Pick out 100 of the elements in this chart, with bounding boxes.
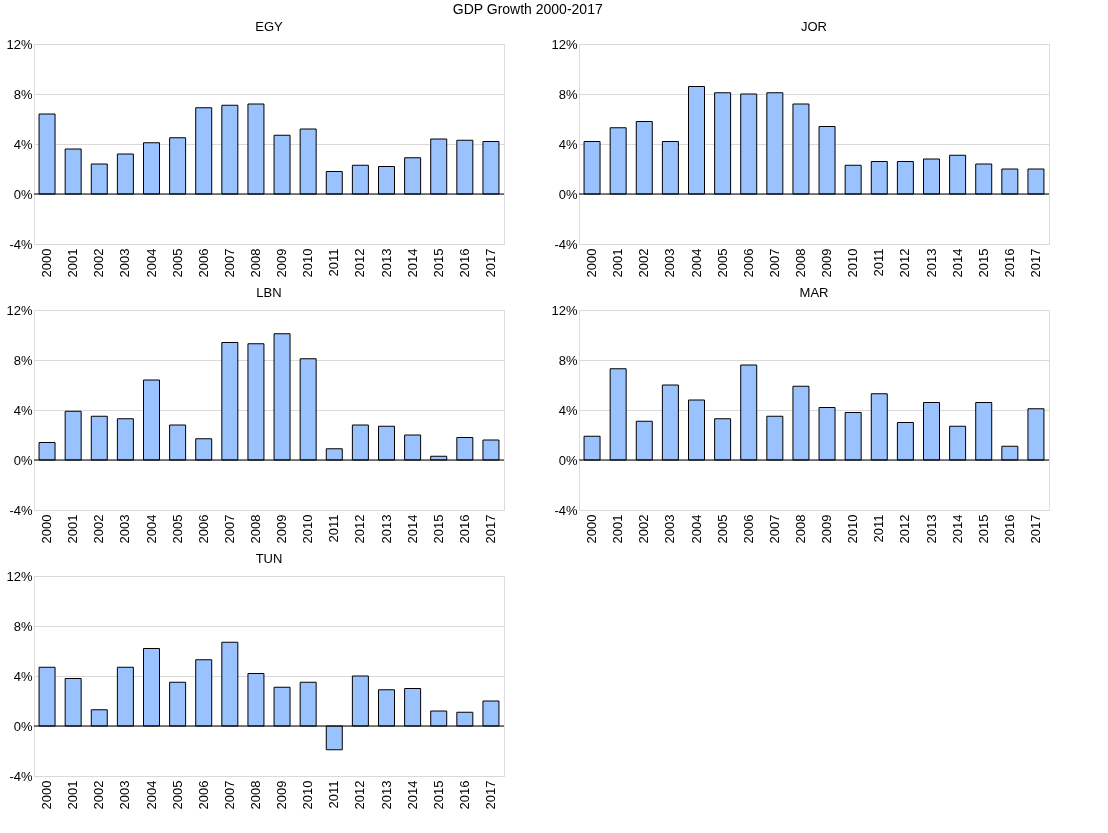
x-tick-label: 2000 — [39, 514, 55, 544]
y-tick-label: 12% — [551, 36, 578, 52]
x-tick-label: 2006 — [195, 780, 211, 810]
y-tick-label: 0% — [558, 452, 578, 468]
y-tick-label: -4% — [9, 502, 33, 518]
x-tick-label: 2003 — [662, 514, 678, 544]
x-tick-label: 2008 — [792, 514, 808, 544]
x-tick-label: 2012 — [352, 780, 368, 810]
x-tick-label: 2004 — [688, 514, 704, 544]
x-tick-label: 2004 — [143, 514, 159, 544]
x-tick-label: 2016 — [1001, 514, 1017, 544]
y-tick-label: 8% — [558, 352, 578, 368]
x-tick-label: 2017 — [1027, 514, 1043, 544]
x-tick-label: 2011 — [326, 780, 342, 809]
x-tick-label: 2007 — [221, 514, 237, 544]
x-tick-label: 2015 — [430, 514, 446, 544]
y-tick-label: 8% — [558, 86, 578, 102]
x-tick-label: 2017 — [1027, 248, 1043, 278]
y-tick-label: 0% — [558, 186, 578, 202]
text: GDP Growth 2000-2017 — [452, 0, 603, 17]
y-tick-label: 12% — [6, 36, 33, 52]
y-tick-label: -4% — [9, 236, 33, 252]
x-tick-label: 2016 — [1001, 248, 1017, 278]
y-tick-label: 4% — [13, 668, 33, 684]
x-tick-label: 2009 — [819, 514, 835, 544]
x-tick-label: 2007 — [766, 248, 782, 278]
x-tick-label: 2014 — [404, 780, 420, 810]
x-tick-label: 2002 — [636, 514, 652, 544]
x-tick-label: 2003 — [662, 248, 678, 278]
x-tick-label: 2010 — [845, 248, 861, 278]
y-tick-label: 0% — [13, 186, 33, 202]
x-tick-label: 2012 — [897, 248, 913, 278]
x-tick-label: 2009 — [274, 248, 290, 278]
x-tick-label: 2001 — [65, 248, 81, 278]
x-tick-label: 2006 — [195, 248, 211, 278]
x-tick-label: 2008 — [247, 248, 263, 278]
x-tick-label: 2008 — [792, 248, 808, 278]
x-tick-label: 2011 — [326, 248, 342, 277]
x-tick-label: 2017 — [482, 248, 498, 278]
x-tick-label: 2011 — [871, 248, 887, 277]
x-tick-label: 2017 — [482, 780, 498, 810]
x-tick-label: 2005 — [169, 514, 185, 544]
x-tick-label: 2003 — [117, 514, 133, 544]
x-tick-label: 2011 — [871, 514, 887, 543]
x-tick-label: 2002 — [91, 514, 107, 544]
x-tick-label: 2001 — [610, 248, 626, 278]
x-tick-label: 2000 — [39, 248, 55, 278]
x-tick-label: 2010 — [845, 514, 861, 544]
x-tick-label: 2013 — [378, 248, 394, 278]
y-tick-label: 12% — [6, 568, 33, 584]
x-tick-label: 2005 — [714, 248, 730, 278]
x-tick-label: 2002 — [636, 248, 652, 278]
x-tick-label: 2015 — [430, 248, 446, 278]
y-tick-label: 8% — [13, 86, 33, 102]
x-tick-label: 2013 — [378, 514, 394, 544]
y-tick-label: 12% — [551, 302, 578, 318]
x-tick-label: 2012 — [352, 514, 368, 544]
x-tick-label: 2013 — [378, 780, 394, 810]
x-tick-label: 2006 — [740, 514, 756, 544]
y-tick-label: 4% — [558, 402, 578, 418]
x-tick-label: 2011 — [326, 514, 342, 543]
x-tick-label: 2004 — [143, 780, 159, 810]
y-tick-label: 8% — [13, 352, 33, 368]
x-tick-label: 2005 — [169, 248, 185, 278]
x-tick-label: 2014 — [949, 514, 965, 544]
x-tick-label: 2013 — [923, 248, 939, 278]
x-tick-label: 2010 — [300, 514, 316, 544]
y-tick-label: 4% — [558, 136, 578, 152]
x-tick-label: 2017 — [482, 514, 498, 544]
x-tick-label: 2009 — [274, 780, 290, 810]
x-tick-label: 2001 — [610, 514, 626, 544]
chart-title: EGY — [255, 19, 284, 34]
x-tick-label: 2007 — [221, 780, 237, 810]
x-tick-label: 2003 — [117, 780, 133, 810]
x-tick-label: 2014 — [404, 248, 420, 278]
y-tick-label: -4% — [554, 236, 578, 252]
x-tick-label: 2009 — [819, 248, 835, 278]
chart-title: TUN — [255, 551, 283, 566]
x-tick-label: 2014 — [949, 248, 965, 278]
x-tick-label: 2006 — [195, 514, 211, 544]
x-tick-label: 2015 — [430, 780, 446, 810]
y-tick-label: 8% — [13, 618, 33, 634]
x-tick-label: 2001 — [65, 514, 81, 544]
chart-title: MAR — [799, 285, 829, 300]
x-tick-label: 2004 — [688, 248, 704, 278]
y-tick-label: 0% — [13, 718, 33, 734]
x-tick-label: 2003 — [117, 248, 133, 278]
y-tick-label: -4% — [9, 768, 33, 784]
x-tick-label: 2006 — [740, 248, 756, 278]
chart-title: JOR — [801, 19, 827, 34]
x-tick-label: 2008 — [247, 780, 263, 810]
y-tick-label: 12% — [6, 302, 33, 318]
x-tick-label: 2016 — [456, 514, 472, 544]
x-tick-label: 2015 — [975, 514, 991, 544]
x-tick-label: 2001 — [65, 780, 81, 810]
x-tick-label: 2007 — [766, 514, 782, 544]
x-tick-label: 2000 — [39, 780, 55, 810]
x-tick-label: 2000 — [584, 248, 600, 278]
x-tick-label: 2009 — [274, 514, 290, 544]
y-tick-label: -4% — [554, 502, 578, 518]
